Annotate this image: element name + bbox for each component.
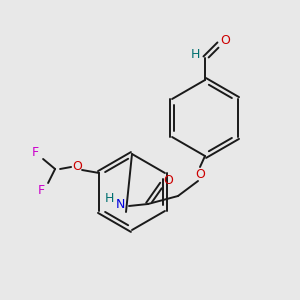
Text: O: O [195, 167, 205, 181]
Text: O: O [163, 173, 173, 187]
Text: O: O [72, 160, 82, 173]
Text: H: H [104, 193, 114, 206]
Text: N: N [115, 199, 125, 212]
Text: F: F [32, 146, 39, 158]
Text: H: H [190, 47, 200, 61]
Text: F: F [38, 184, 45, 197]
Text: O: O [220, 34, 230, 46]
